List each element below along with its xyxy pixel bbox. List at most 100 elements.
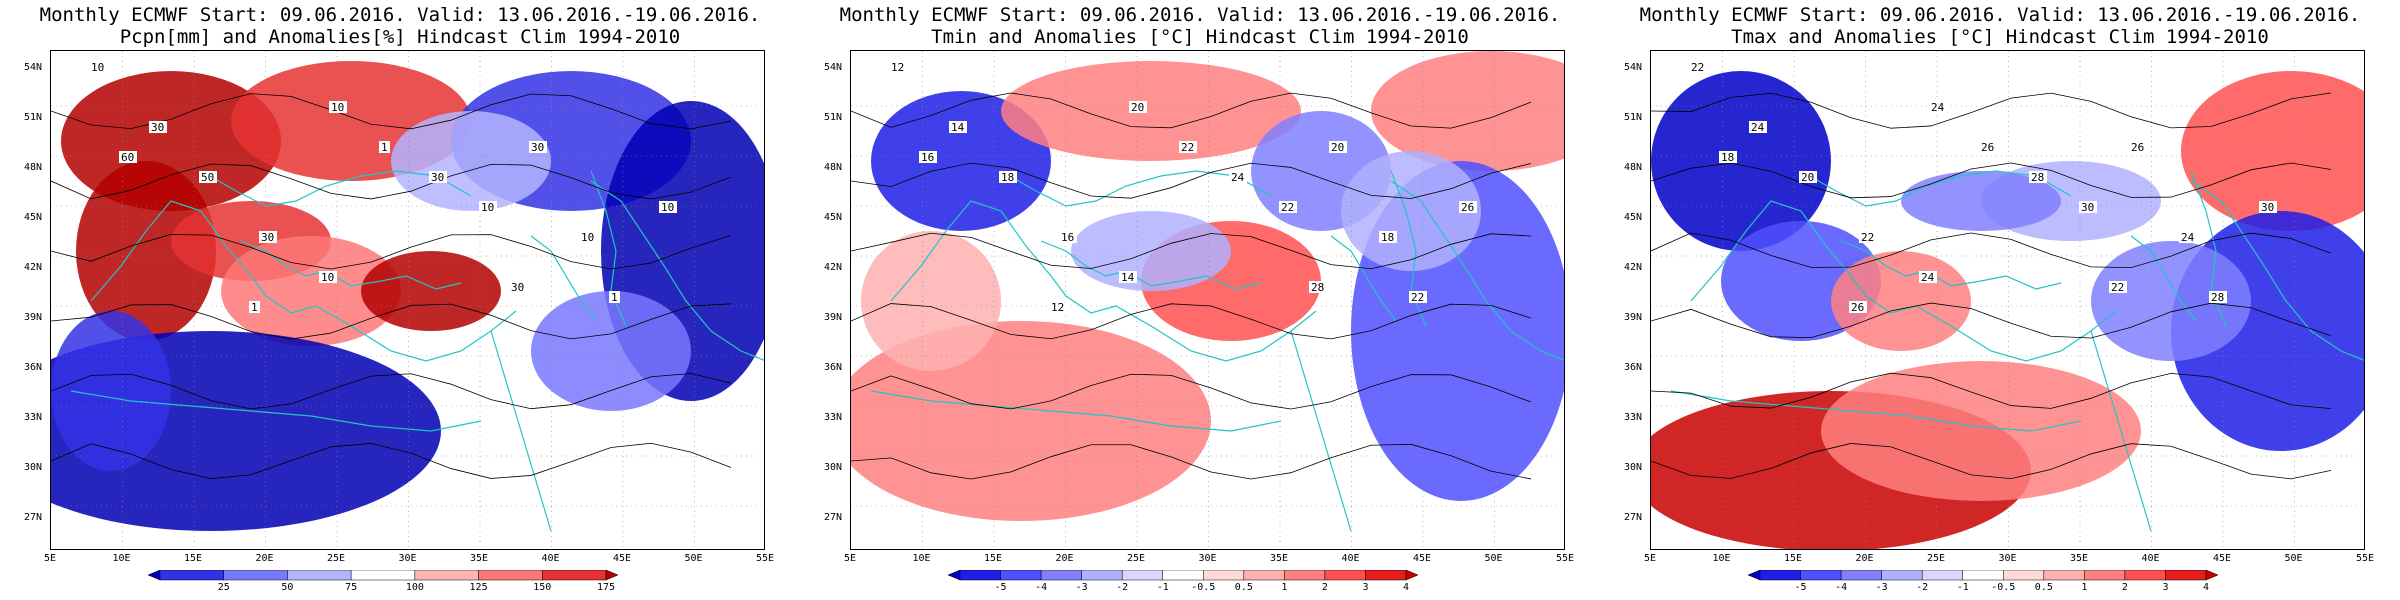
lon-tick-label: 15E (983, 553, 1003, 564)
contour-label-box (1329, 141, 1347, 153)
precip-colorbar: 255075100125150175200 (148, 570, 618, 590)
lat-tick-label: 27N (1624, 512, 1643, 523)
lon-tick-label: 40E (1341, 553, 1360, 564)
lon-tick-label: 25E (1126, 553, 1146, 564)
lat-tick-label: 48N (824, 162, 843, 173)
lon-tick-label: 35E (2069, 553, 2089, 564)
lat-tick-label: 45N (24, 212, 43, 223)
contour-label: 1 (611, 291, 618, 304)
lat-tick-label: 39N (24, 312, 43, 323)
colorbar-swatch (1081, 570, 1123, 581)
contour-label: 30 (261, 231, 274, 244)
contour-label: 14 (1121, 271, 1135, 284)
lat-tick-label: 45N (1624, 212, 1643, 223)
colorbar-swatch (2084, 570, 2126, 581)
colorbar-swatch (1405, 570, 1418, 581)
coastline (1840, 240, 2062, 290)
contour-line (851, 303, 1532, 340)
lon-tick-label: 20E (1055, 553, 1074, 564)
contour-label: 10 (321, 271, 334, 284)
lon-tick-label: 20E (1855, 553, 1874, 564)
colorbar-swatch (948, 570, 961, 581)
colorbar-svg: 255075100125150175200 (148, 570, 618, 590)
contour-label-box (379, 141, 390, 153)
precip-title-line2: Pcpn[mm] and Anomalies[%] Hindcast Clim … (119, 26, 681, 48)
contour-label: 24 (1231, 171, 1245, 184)
colorbar-swatch (2043, 570, 2085, 581)
contour-label-box (1749, 121, 1767, 133)
colorbar-tick-label: 0.5 (1235, 582, 1253, 590)
lat-tick-label: 42N (1624, 262, 1643, 273)
coastline (2090, 330, 2152, 532)
contour-label: 26 (2131, 141, 2144, 154)
lon-tick-label: 50E (684, 553, 703, 564)
contour-label-box (1229, 171, 1247, 183)
colorbar-tick-label: -4 (1835, 582, 1847, 590)
colorbar-tick-label: -0.5 (1991, 582, 2015, 590)
lat-tick-label: 36N (1624, 362, 1643, 373)
tmin-anomaly-map: 12 14 16 18 16 20 22 24 22 20 18 22 26 28 14 12 (850, 50, 1565, 550)
contour-label-box (919, 151, 937, 163)
colorbar-swatch (159, 570, 224, 581)
lat-tick-label: 30N (824, 462, 843, 473)
contour-label-box (1979, 141, 1997, 153)
contour-label: 28 (2211, 291, 2224, 304)
lat-tick-label: 51N (1624, 112, 1643, 123)
colorbar-swatch (223, 570, 288, 581)
lat-tick-label: 36N (824, 362, 843, 373)
lat-tick-label: 42N (24, 262, 43, 273)
lon-tick-label: 5E (1643, 553, 1657, 564)
contour-label-box (199, 171, 217, 183)
contour-label-box (1849, 301, 1867, 313)
contour-label: 10 (661, 201, 674, 214)
colorbar-tick-label: 3 (2162, 582, 2168, 590)
colorbar-swatch (542, 570, 607, 581)
coastline (1290, 330, 1352, 532)
precip-anomaly-map: 10 30 60 50 30 10 1 30 10 30 10 1 10 30 10 1 (50, 50, 765, 550)
coastline (1390, 180, 1564, 361)
lon-tick-label: 55E (755, 553, 775, 564)
colorbar-swatch (605, 570, 618, 581)
anomaly-shading (861, 231, 1001, 371)
colorbar-tick-label: 1 (2081, 582, 2087, 590)
colorbar-swatch (1748, 570, 1761, 581)
contour-label: 10 (581, 231, 594, 244)
colorbar-tick-label: 1 (1281, 582, 1287, 590)
anomaly-shading (1341, 151, 1481, 271)
contour-line (1651, 92, 2332, 129)
colorbar-tick-label: -3 (1076, 582, 1088, 590)
contour-line (1651, 372, 2332, 410)
anomaly-shading (1371, 51, 1564, 171)
contour-label: 26 (1851, 301, 1864, 314)
coastline (590, 180, 764, 361)
contour-label-box (529, 141, 547, 153)
contour-label: 30 (151, 121, 164, 134)
tmax-anomaly-map: 22 24 18 20 22 24 26 28 30 26 24 28 30 22 24 26 (1650, 50, 2365, 550)
contour-label-box (249, 301, 260, 313)
contour-line (851, 162, 1532, 199)
colorbar-swatch (1162, 570, 1204, 581)
colorbar-tick-label: -2 (1916, 582, 1928, 590)
contour-line (1651, 302, 2332, 339)
contour-label: 30 (2261, 201, 2274, 214)
lon-tick-label: 45E (612, 553, 632, 564)
anomaly-shading (391, 111, 551, 211)
contour-label: 20 (1801, 171, 1814, 184)
anomaly-shading (1821, 361, 2141, 501)
contour-label: 18 (1381, 231, 1394, 244)
coastline (890, 200, 1117, 314)
contour-label-box (1279, 201, 1297, 213)
coastline (200, 170, 472, 207)
lat-tick-label: 54N (24, 62, 43, 73)
contour-label-box (1129, 101, 1147, 113)
lon-tick-label: 10E (1712, 553, 1731, 564)
lat-tick-label: 54N (1624, 62, 1643, 73)
contour-label-box (1689, 61, 1707, 73)
colorbar-tick-label: 125 (470, 582, 488, 590)
lon-tick-label: 15E (1783, 553, 1803, 564)
contour-label-box (1859, 231, 1877, 243)
anomaly-shading (871, 91, 1051, 231)
colorbar-tick-label: -5 (995, 582, 1007, 590)
contour-label: 22 (1181, 141, 1194, 154)
